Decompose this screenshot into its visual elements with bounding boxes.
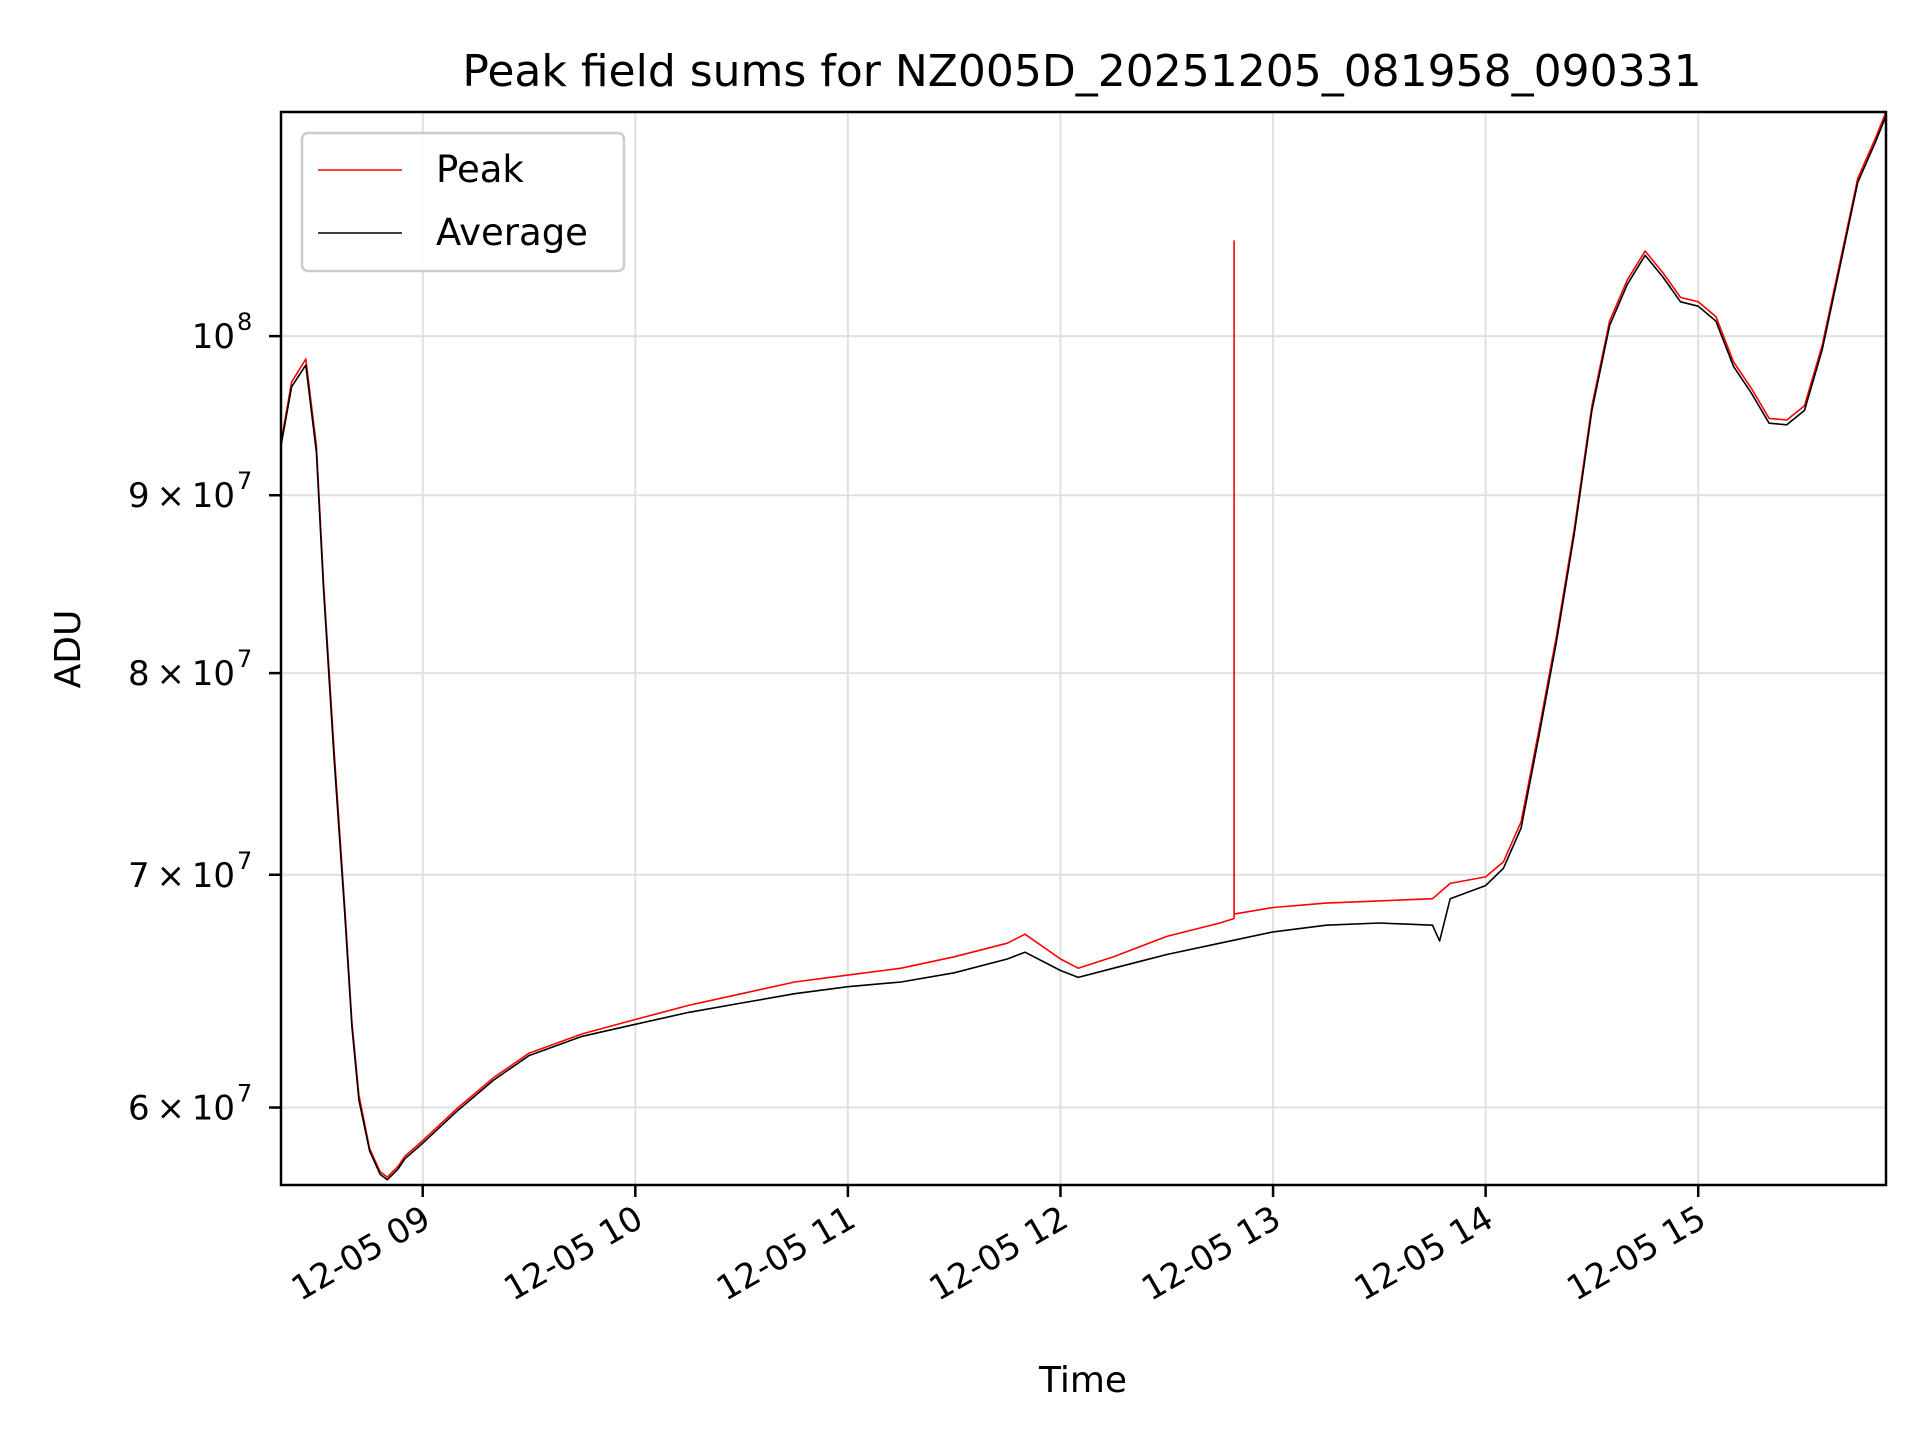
- svg-text:7 × 10: 7 × 10: [128, 856, 235, 896]
- x-tick-label: 12-05 12: [923, 1198, 1075, 1309]
- svg-text:7: 7: [237, 467, 252, 495]
- x-tick-label: 12-05 09: [285, 1198, 437, 1309]
- legend-box: [300, 131, 626, 273]
- svg-text:10: 10: [192, 317, 235, 357]
- y-tick-label: 10 8: [192, 308, 253, 357]
- series-line-average: [280, 115, 1887, 1181]
- y-tick-label: 6 × 10 7: [128, 1080, 252, 1129]
- legend: Peak Average: [300, 131, 626, 273]
- y-axis-label: ADU: [48, 610, 89, 689]
- x-tick-label: 12-05 10: [497, 1198, 649, 1309]
- x-tick-label: 12-05 14: [1348, 1198, 1500, 1309]
- legend-label-average: Average: [436, 211, 588, 254]
- svg-text:9 × 10: 9 × 10: [128, 476, 235, 516]
- series-line-peak: [280, 111, 1887, 1178]
- plot-frame: [279, 110, 1888, 1187]
- x-tick-label: 12-05 13: [1135, 1198, 1287, 1309]
- svg-text:7: 7: [237, 847, 252, 875]
- y-tick-label: 7 × 10 7: [128, 847, 252, 896]
- x-tick-label: 12-05 11: [710, 1198, 862, 1309]
- svg-text:8 × 10: 8 × 10: [128, 654, 235, 694]
- y-tick-label: 9 × 10 7: [128, 467, 252, 516]
- data-series: [280, 111, 1887, 1181]
- legend-label-peak: Peak: [436, 148, 524, 191]
- svg-text:7: 7: [237, 1080, 252, 1108]
- svg-text:8: 8: [237, 308, 252, 336]
- x-axis-label: Time: [1038, 1360, 1127, 1401]
- svg-text:6 × 10: 6 × 10: [128, 1089, 235, 1129]
- chart-title: Peak field sums for NZ005D_20251205_0819…: [462, 46, 1701, 97]
- y-tick-label: 8 × 10 7: [128, 645, 252, 694]
- svg-text:7: 7: [237, 645, 252, 673]
- grid-lines: [281, 112, 1886, 1185]
- x-tick-label: 12-05 15: [1560, 1198, 1712, 1309]
- x-axis: 12-05 09 12-05 10 12-05 11 12-05 12 12-05 13…: [285, 1185, 1713, 1309]
